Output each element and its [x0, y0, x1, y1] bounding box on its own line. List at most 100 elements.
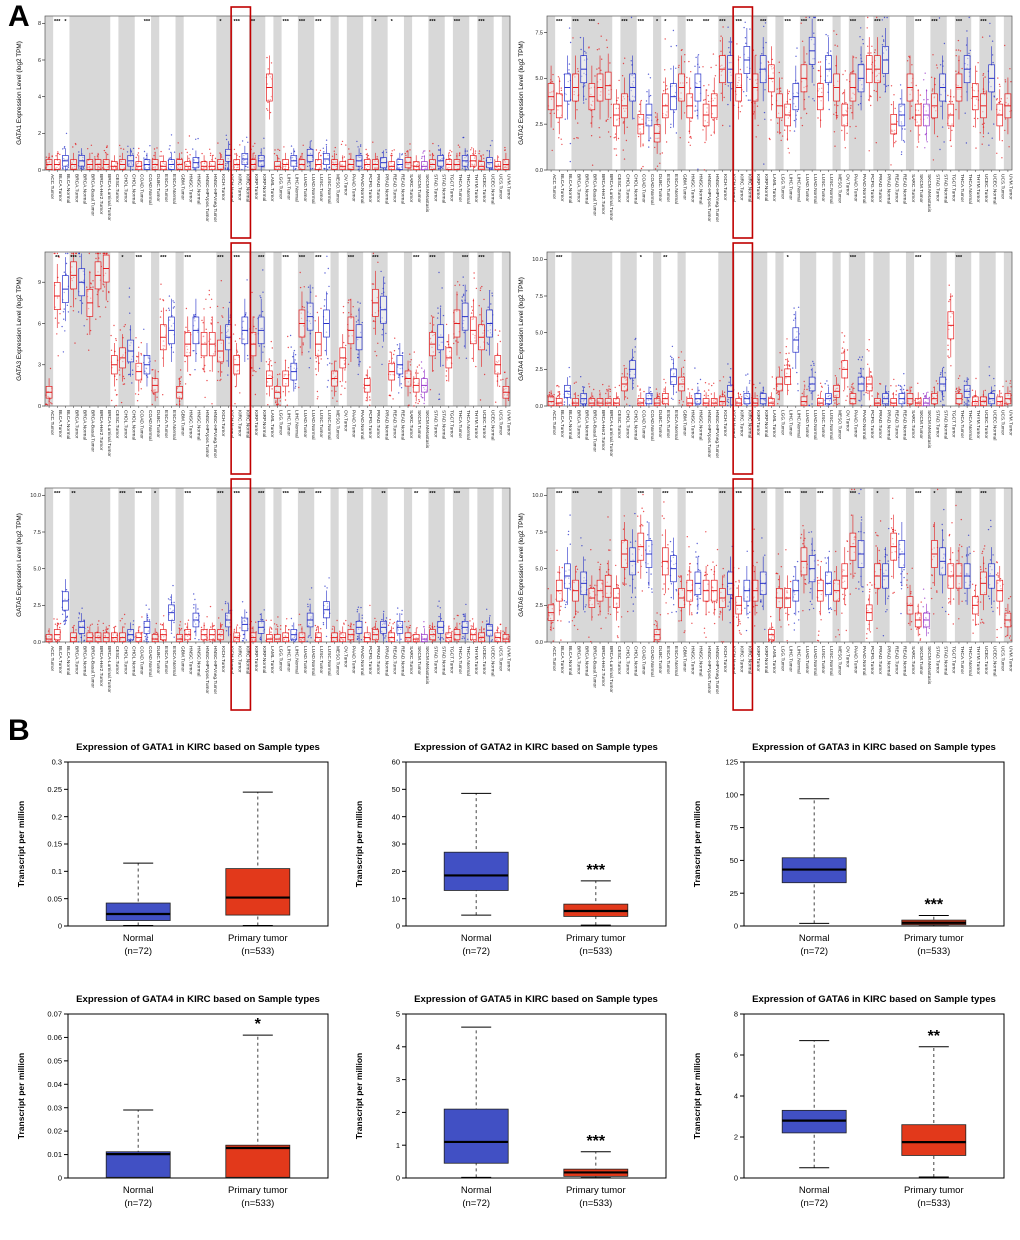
timer-x-label: LUAD.Tumor — [804, 410, 810, 438]
timer-x-label: CHOL.Normal — [633, 174, 639, 204]
timer-x-label: HNSC.Normal — [196, 410, 202, 440]
timer-x-label: LUSC.Normal — [828, 174, 834, 204]
timer-x-label: HNSC-HPVpos.Tumor — [204, 174, 210, 222]
svg-text:6: 6 — [38, 321, 41, 327]
timer-x-label: BLCA.Tumor — [57, 410, 63, 438]
svg-text:***: *** — [413, 255, 420, 261]
timer-x-label: BRCA.Normal — [584, 174, 590, 204]
timer-x-label: HNSC.Normal — [698, 174, 704, 204]
timer-x-label: THCA.Tumor — [959, 646, 965, 674]
timer-x-label: THYM.Tumor — [975, 174, 981, 203]
timer-x-label: BRCA.Normal — [584, 410, 590, 440]
svg-text:**: ** — [55, 255, 60, 261]
svg-text:**: ** — [251, 19, 256, 25]
significance-stars: *** — [924, 897, 943, 914]
timer-x-label: SARC.Tumor — [910, 646, 916, 675]
timer-x-label: LAML.Tumor — [269, 410, 275, 438]
timer-x-label: BLCA.Normal — [65, 410, 71, 439]
timer-x-label: OV.Tumor — [343, 646, 349, 668]
timer-chart-gata1: 0 2 4 6 8 GATA1 Expression Level (log2 TPM) AC… — [16, 6, 512, 239]
timer-x-label: CHOL.Tumor — [624, 646, 630, 675]
timer-x-label: UCEC.Tumor — [983, 174, 989, 203]
timer-x-label: READ.Normal — [902, 410, 908, 440]
timer-x-label: HNSC-HPVneg.Tumor — [212, 174, 218, 222]
timer-x-label: COAD.Tumor — [641, 410, 647, 439]
timer-x-label: PAAD.Tumor — [351, 174, 357, 202]
svg-text:10.0: 10.0 — [532, 257, 543, 263]
timer-x-label: ESCA.Tumor — [163, 410, 169, 438]
svg-text:***: *** — [315, 19, 322, 25]
timer-x-label: GBM.Tumor — [179, 410, 185, 436]
timer-x-label: LIHC.Tumor — [788, 646, 794, 672]
svg-text:***: *** — [299, 255, 306, 261]
box-normal — [105, 902, 171, 921]
timer-x-label: CHOL.Normal — [633, 646, 639, 676]
timer-x-label: ESCA.Normal — [673, 174, 679, 204]
timer-x-label: HNSC.Tumor — [690, 410, 696, 439]
timer-x-label: STAD.Normal — [441, 646, 447, 675]
timer-x-label: SKCM.Tumor — [416, 646, 422, 675]
timer-x-label: UCEC.Normal — [991, 410, 997, 440]
timer-x-label: LAML.Tumor — [771, 174, 777, 202]
timer-x-label: OV.Tumor — [845, 410, 851, 432]
timer-x-label: LUAD.Normal — [812, 410, 818, 440]
timer-x-label: PRAD.Tumor — [877, 646, 883, 675]
timer-x-label: LIHC.Normal — [294, 646, 300, 674]
timer-x-label: BRCA-Her2.Tumor — [98, 410, 104, 451]
timer-x-label: THCA.Tumor — [457, 646, 463, 674]
timer-x-label: THCA.Tumor — [457, 410, 463, 438]
timer-x-label: PCPG.Tumor — [367, 646, 373, 675]
timer-x-label: COAD.Tumor — [641, 174, 647, 203]
svg-text:***: *** — [233, 255, 240, 261]
svg-text:9: 9 — [38, 280, 41, 286]
svg-text:***: *** — [217, 255, 224, 261]
timer-x-label: UCEC.Tumor — [983, 646, 989, 675]
timer-x-label: READ.Tumor — [894, 646, 900, 675]
timer-x-label: HNSC.Normal — [196, 646, 202, 676]
timer-x-label: SKCM.Metastasis — [424, 410, 430, 449]
timer-x-label: LIHC.Normal — [796, 410, 802, 438]
timer-x-label: PRAD.Tumor — [375, 646, 381, 675]
timer-x-label: UCEC.Tumor — [481, 174, 487, 203]
timer-x-label: UCS.Tumor — [1000, 646, 1006, 672]
svg-text:***: *** — [429, 255, 436, 261]
svg-text:***: *** — [687, 19, 694, 25]
svg-text:***: *** — [784, 19, 791, 25]
timer-x-label: ACC.Tumor — [551, 646, 557, 672]
timer-x-label: KIRP.Normal — [261, 174, 267, 201]
timer-x-label: BLCA.Tumor — [559, 646, 565, 674]
timer-x-label: HNSC-HPVpos.Tumor — [706, 646, 712, 694]
svg-text:***: *** — [801, 19, 808, 25]
timer-x-label: BRCA-Luminal.Tumor — [106, 410, 112, 457]
timer-x-label: ESCA.Normal — [171, 646, 177, 676]
timer-x-label: PCPG.Tumor — [367, 410, 373, 439]
timer-x-label: TGCT.Tumor — [951, 174, 957, 202]
timer-x-label: LUAD.Normal — [310, 646, 316, 676]
timer-x-label: HNSC-HPVpos.Tumor — [204, 646, 210, 694]
timer-x-label: BRCA.Tumor — [575, 410, 581, 439]
panel-a-timer-charts: 0 2 4 6 8 GATA1 Expression Level (log2 TPM) AC… — [12, 6, 1016, 714]
timer-x-label: THCA.Tumor — [457, 174, 463, 202]
svg-text:0.0: 0.0 — [535, 168, 543, 174]
svg-text:***: *** — [703, 19, 710, 25]
timer-x-label: UCEC.Tumor — [481, 646, 487, 675]
timer-x-label: STAD.Tumor — [934, 646, 940, 674]
timer-x-label: STAD.Tumor — [432, 410, 438, 438]
timer-x-label: THYM.Tumor — [975, 646, 981, 675]
timer-x-label: PAAD.Normal — [861, 174, 867, 204]
timer-x-label: ACC.Tumor — [551, 174, 557, 200]
timer-x-label: THYM.Tumor — [473, 174, 479, 203]
timer-x-label: PRAD.Tumor — [877, 174, 883, 203]
timer-x-label: SKCM.Tumor — [918, 174, 924, 203]
timer-x-label: ESCA.Normal — [673, 646, 679, 676]
timer-x-label: READ.Normal — [400, 646, 406, 676]
timer-x-label: READ.Tumor — [894, 410, 900, 439]
svg-text:GATA3 Expression Level (log2 T: GATA3 Expression Level (log2 TPM) — [16, 277, 23, 381]
timer-x-label: LGG.Tumor — [779, 646, 785, 672]
timer-x-label: BRCA-Basal.Tumor — [90, 410, 96, 452]
svg-text:***: *** — [589, 19, 596, 25]
timer-x-label: LUSC.Tumor — [820, 410, 826, 438]
kirc-highlight-box — [732, 6, 754, 239]
timer-x-label: READ.Tumor — [392, 646, 398, 675]
